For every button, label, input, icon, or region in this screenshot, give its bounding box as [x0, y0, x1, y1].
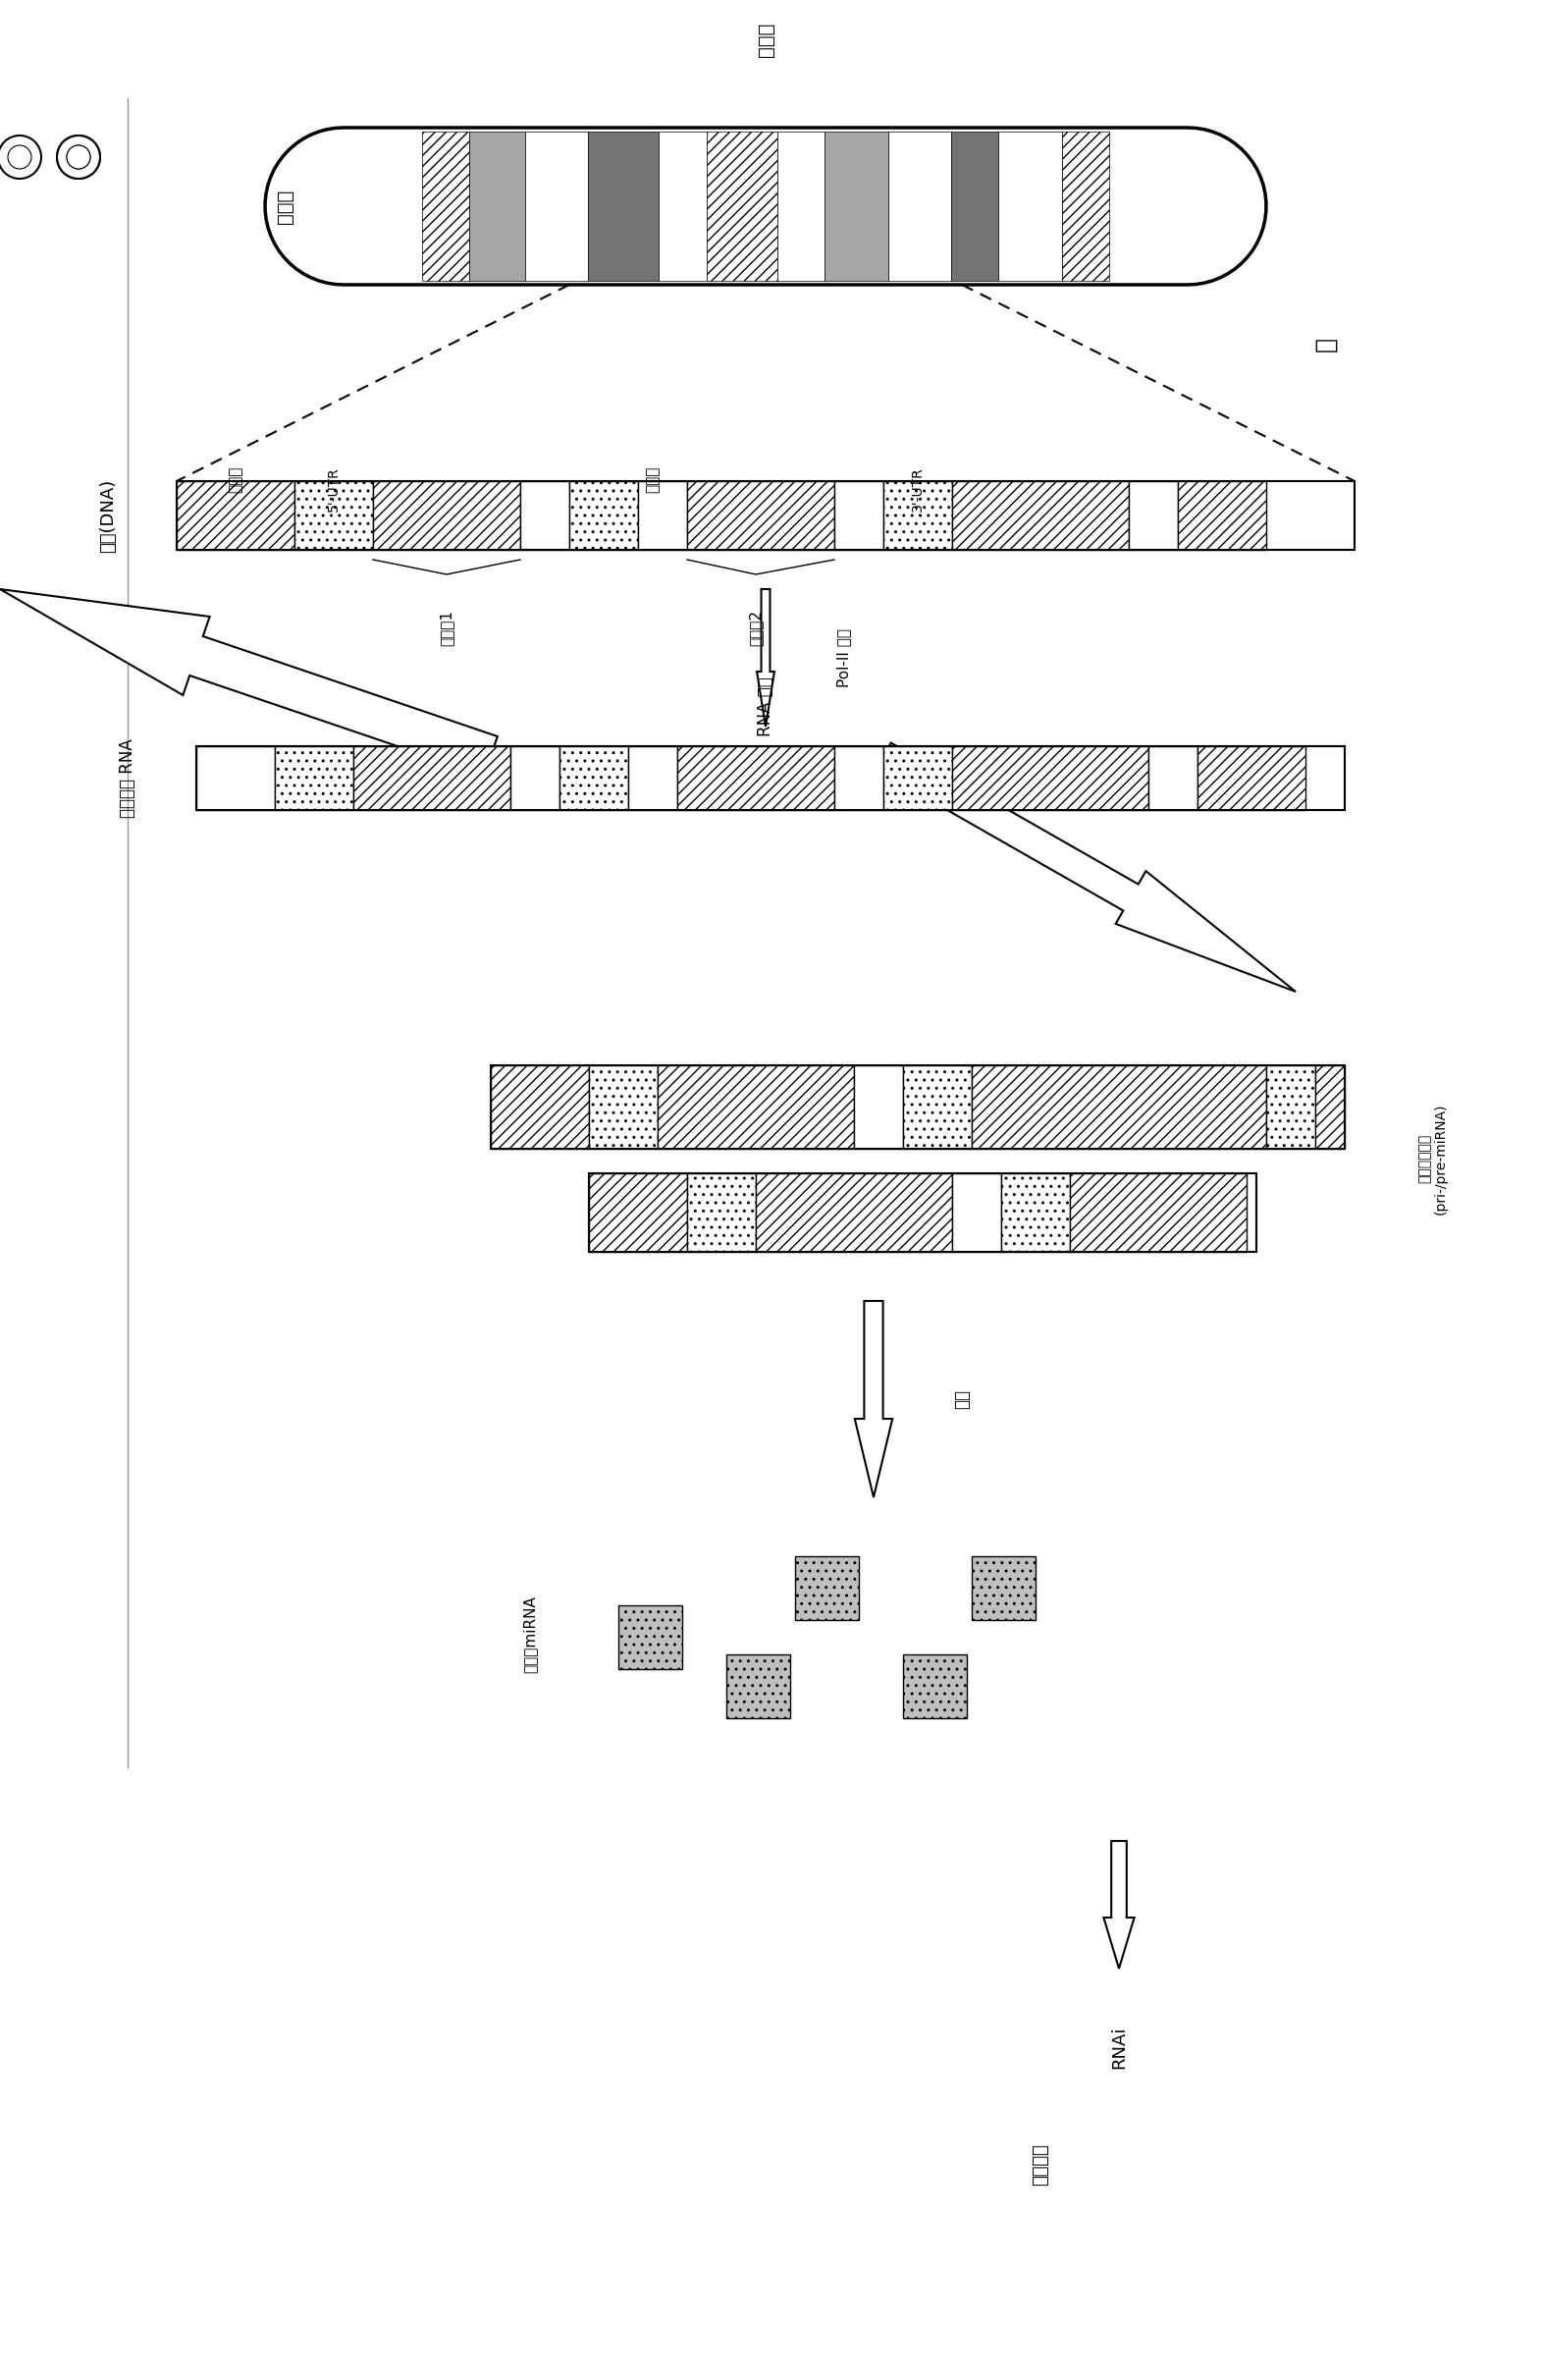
Polygon shape: [884, 481, 952, 550]
Polygon shape: [795, 1557, 859, 1621]
Polygon shape: [588, 131, 659, 281]
Text: 基因抑制: 基因抑制: [1032, 2144, 1049, 2187]
Polygon shape: [778, 131, 826, 281]
Text: 外显子1: 外显子1: [440, 609, 454, 647]
Polygon shape: [707, 131, 778, 281]
Polygon shape: [619, 1606, 682, 1668]
Polygon shape: [903, 1066, 972, 1150]
Polygon shape: [0, 590, 497, 776]
Circle shape: [0, 136, 42, 178]
Polygon shape: [423, 131, 469, 281]
Polygon shape: [491, 1066, 589, 1150]
Polygon shape: [1103, 1842, 1134, 1968]
Polygon shape: [525, 131, 588, 281]
Polygon shape: [756, 1173, 952, 1252]
Polygon shape: [826, 131, 889, 281]
Polygon shape: [657, 1066, 853, 1150]
Polygon shape: [275, 747, 353, 809]
Text: RNAi: RNAi: [1109, 2025, 1128, 2068]
Circle shape: [8, 145, 31, 169]
Text: 外显子2: 外显子2: [748, 609, 764, 647]
Text: 启动子: 启动子: [228, 466, 242, 493]
Polygon shape: [952, 747, 1148, 809]
Polygon shape: [469, 131, 525, 281]
Polygon shape: [1148, 747, 1197, 809]
Polygon shape: [1129, 481, 1177, 550]
Polygon shape: [628, 747, 677, 809]
Polygon shape: [1197, 747, 1305, 809]
Text: 染色体: 染色体: [275, 188, 295, 224]
Circle shape: [66, 145, 91, 169]
Text: 3'-UTR: 3'-UTR: [910, 466, 924, 512]
Polygon shape: [295, 481, 373, 550]
Circle shape: [66, 145, 91, 169]
Text: 5'-UTR: 5'-UTR: [327, 466, 341, 512]
Polygon shape: [560, 747, 628, 809]
Polygon shape: [727, 1654, 790, 1718]
Text: 内含子: 内含子: [645, 466, 660, 493]
Polygon shape: [177, 481, 295, 550]
Polygon shape: [972, 1557, 1035, 1621]
Polygon shape: [972, 1066, 1267, 1150]
Polygon shape: [569, 481, 637, 550]
Polygon shape: [511, 747, 560, 809]
Polygon shape: [835, 481, 884, 550]
Polygon shape: [520, 481, 569, 550]
Text: Pol-II 转录: Pol-II 转录: [836, 628, 852, 688]
Polygon shape: [903, 1654, 967, 1718]
Polygon shape: [855, 1302, 892, 1497]
Polygon shape: [756, 590, 775, 726]
Polygon shape: [687, 481, 835, 550]
Polygon shape: [1069, 1173, 1247, 1252]
Polygon shape: [659, 131, 707, 281]
Polygon shape: [952, 481, 1129, 550]
Polygon shape: [1177, 481, 1267, 550]
Polygon shape: [835, 747, 884, 809]
Polygon shape: [265, 129, 1267, 286]
Text: 加工: 加工: [954, 1390, 971, 1409]
Polygon shape: [373, 481, 520, 550]
Text: 基因(DNA): 基因(DNA): [99, 478, 117, 552]
Circle shape: [57, 136, 100, 178]
Polygon shape: [589, 1066, 657, 1150]
Polygon shape: [853, 1066, 903, 1150]
Polygon shape: [637, 481, 687, 550]
Polygon shape: [1062, 131, 1109, 281]
Circle shape: [57, 136, 100, 178]
Polygon shape: [687, 1173, 756, 1252]
Polygon shape: [950, 131, 998, 281]
Polygon shape: [677, 747, 835, 809]
Text: RNA 剪接: RNA 剪接: [756, 676, 775, 738]
Text: 核: 核: [1313, 336, 1336, 350]
Polygon shape: [196, 747, 275, 809]
Polygon shape: [1001, 1173, 1069, 1252]
Polygon shape: [889, 131, 950, 281]
Polygon shape: [1315, 1066, 1345, 1150]
Polygon shape: [353, 747, 511, 809]
Polygon shape: [589, 1173, 687, 1252]
Polygon shape: [998, 131, 1062, 281]
Text: 细胞质: 细胞质: [756, 21, 775, 57]
Polygon shape: [876, 743, 1296, 992]
Text: 前体信使 RNA: 前体信使 RNA: [119, 738, 136, 819]
Text: 成熟的miRNA: 成熟的miRNA: [523, 1597, 537, 1673]
Polygon shape: [1267, 1066, 1315, 1150]
Polygon shape: [884, 747, 952, 809]
Text: 剪接的外显子
(pri-/pre-miRNA): 剪接的外显子 (pri-/pre-miRNA): [1418, 1102, 1447, 1214]
Polygon shape: [952, 1173, 1001, 1252]
